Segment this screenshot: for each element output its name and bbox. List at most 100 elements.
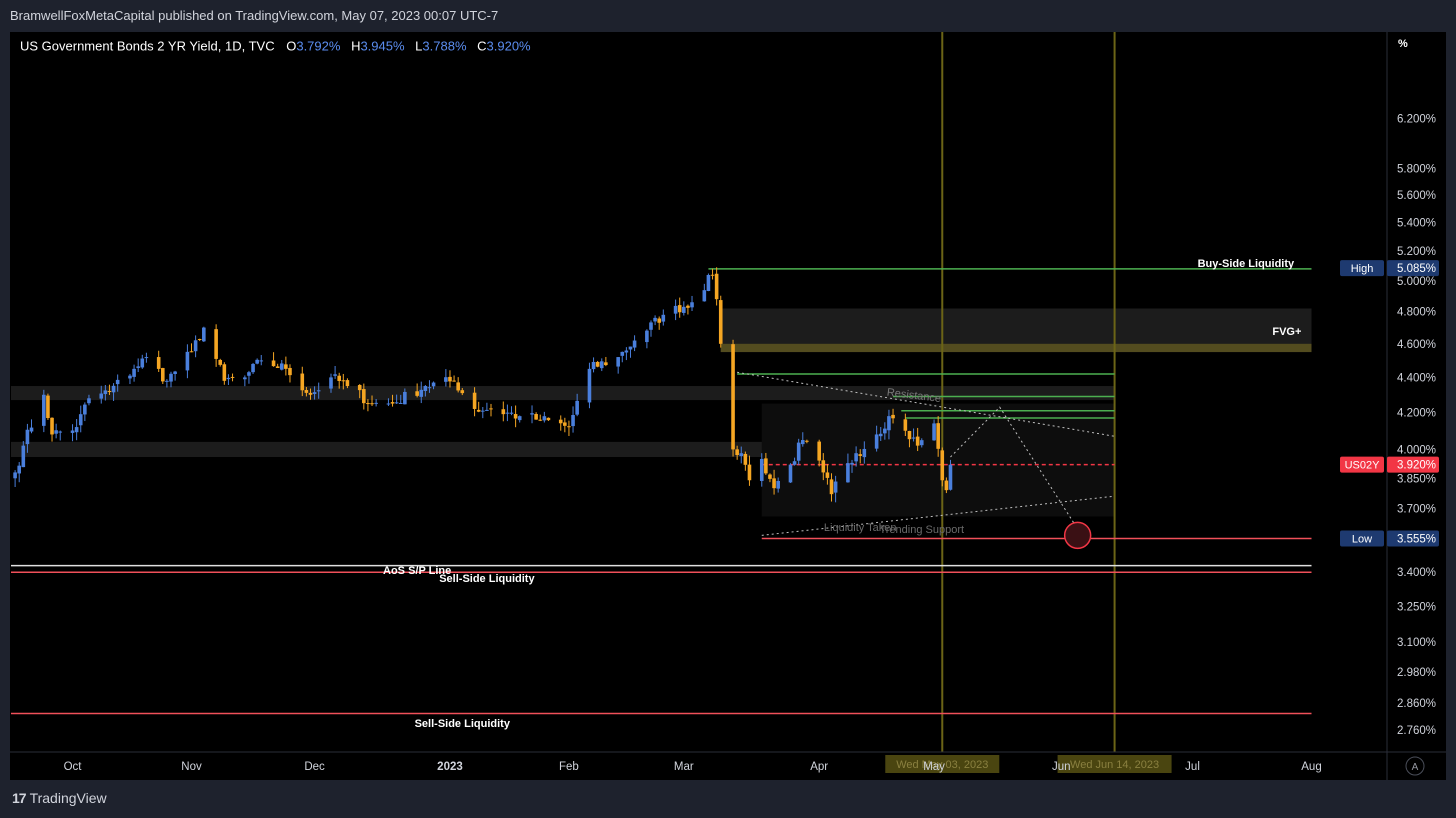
candle-body[interactable] <box>370 403 374 405</box>
candle-body[interactable] <box>300 373 305 391</box>
candle-body[interactable] <box>54 430 58 434</box>
candle-body[interactable] <box>587 368 592 403</box>
candle-body[interactable] <box>21 445 26 468</box>
candle-body[interactable] <box>706 274 711 291</box>
candle-body[interactable] <box>284 364 288 369</box>
candle-body[interactable] <box>431 382 436 387</box>
tradingview-logo[interactable]: 17 TradingView <box>12 790 107 806</box>
candle-body[interactable] <box>485 409 489 411</box>
candle-body[interactable] <box>230 376 235 378</box>
candle-body[interactable] <box>308 392 313 395</box>
candle-body[interactable] <box>83 404 87 415</box>
candle-body[interactable] <box>489 408 493 410</box>
candle-body[interactable] <box>337 375 342 382</box>
candle-body[interactable] <box>591 361 596 370</box>
candle-body[interactable] <box>218 359 223 365</box>
candle-body[interactable] <box>571 415 575 427</box>
candle-body[interactable] <box>156 357 161 369</box>
candle-body[interactable] <box>595 361 600 367</box>
candle-body[interactable] <box>111 385 116 393</box>
candle-body[interactable] <box>275 366 280 368</box>
candle-body[interactable] <box>374 402 378 404</box>
candle-body[interactable] <box>193 340 198 352</box>
candle-body[interactable] <box>776 480 780 489</box>
candle-body[interactable] <box>390 402 395 404</box>
candle-body[interactable] <box>735 449 739 456</box>
candle-body[interactable] <box>567 426 571 428</box>
candle-body[interactable] <box>169 373 173 382</box>
candle-body[interactable] <box>805 440 809 442</box>
price-axis[interactable]: 6.200% 5.800% 5.600% 5.400% 5.200% 5.000% 4.80… <box>1397 113 1436 736</box>
candle-body[interactable] <box>542 416 547 421</box>
candle-body[interactable] <box>940 450 945 481</box>
candle-body[interactable] <box>25 429 30 445</box>
candle-body[interactable] <box>718 300 723 344</box>
candle-body[interactable] <box>87 398 91 404</box>
candle-body[interactable] <box>259 360 264 362</box>
candle-body[interactable] <box>661 314 666 322</box>
candle-body[interactable] <box>731 344 735 450</box>
price-chart[interactable]: Wed May 03, 2023 Wed Jun 14, 2023 Buy-Sid… <box>10 32 1446 780</box>
candle-body[interactable] <box>78 414 83 426</box>
candle-body[interactable] <box>772 478 776 489</box>
candle-body[interactable] <box>13 472 17 479</box>
candle-body[interactable] <box>530 413 534 415</box>
candle-body[interactable] <box>907 430 912 440</box>
candle-body[interactable] <box>185 351 190 371</box>
candle-body[interactable] <box>764 458 768 474</box>
candle-body[interactable] <box>247 372 251 376</box>
candle-body[interactable] <box>386 403 391 405</box>
candle-body[interactable] <box>874 434 879 449</box>
candle-body[interactable] <box>878 433 883 437</box>
candle-body[interactable] <box>115 379 120 385</box>
candle-body[interactable] <box>829 479 834 495</box>
candle-body[interactable] <box>759 458 764 481</box>
candle-body[interactable] <box>792 461 797 465</box>
candle-body[interactable] <box>936 423 940 449</box>
candle-body[interactable] <box>768 474 772 479</box>
candle-body[interactable] <box>915 436 920 446</box>
candle-body[interactable] <box>714 273 719 300</box>
candle-body[interactable] <box>448 376 452 382</box>
candle-body[interactable] <box>341 380 346 382</box>
candle-body[interactable] <box>932 423 936 441</box>
candle-body[interactable] <box>645 330 649 343</box>
candle-body[interactable] <box>800 440 805 445</box>
candles-layer[interactable] <box>13 267 953 503</box>
candle-body[interactable] <box>575 400 579 415</box>
candle-body[interactable] <box>657 318 661 323</box>
candle-body[interactable] <box>505 412 510 414</box>
candle-body[interactable] <box>682 306 686 313</box>
candle-body[interactable] <box>58 431 63 433</box>
candle-body[interactable] <box>817 441 821 461</box>
candle-body[interactable] <box>456 382 460 391</box>
candle-body[interactable] <box>887 416 891 431</box>
candle-body[interactable] <box>333 374 337 376</box>
candle-body[interactable] <box>189 351 194 353</box>
candle-body[interactable] <box>854 453 858 462</box>
candle-body[interactable] <box>501 409 506 415</box>
candle-body[interactable] <box>891 414 895 419</box>
candle-body[interactable] <box>99 393 104 399</box>
candle-body[interactable] <box>144 357 149 359</box>
candle-body[interactable] <box>903 419 908 431</box>
candle-body[interactable] <box>599 361 604 369</box>
candle-body[interactable] <box>103 390 108 395</box>
time-axis[interactable]: Oct Nov Dec 2023 Feb Mar Apr May Jun Jul Aug <box>64 761 1322 773</box>
candle-body[interactable] <box>534 413 538 420</box>
candle-body[interactable] <box>452 380 456 382</box>
candle-body[interactable] <box>279 363 284 370</box>
candle-body[interactable] <box>214 329 218 359</box>
candle-body[interactable] <box>948 464 953 490</box>
candle-body[interactable] <box>423 386 428 391</box>
candle-body[interactable] <box>70 430 75 433</box>
candle-body[interactable] <box>509 412 514 414</box>
candle-body[interactable] <box>226 377 231 380</box>
candle-body[interactable] <box>415 391 419 396</box>
candle-body[interactable] <box>846 463 850 483</box>
candle-body[interactable] <box>165 380 169 382</box>
candle-body[interactable] <box>616 357 620 367</box>
candle-body[interactable] <box>366 403 370 405</box>
candle-body[interactable] <box>329 377 333 389</box>
candle-body[interactable] <box>251 363 255 373</box>
